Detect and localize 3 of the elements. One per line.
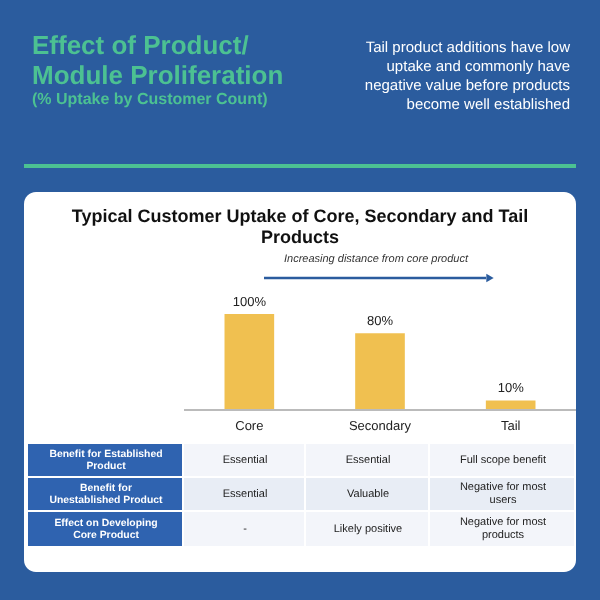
chart-title: Typical Customer Uptake of Core, Secondary and Tail Products	[71, 206, 529, 247]
text: Effect of Product/ Module Proliferation	[32, 30, 284, 90]
text: (% Uptake by Customer Count)	[32, 90, 269, 108]
